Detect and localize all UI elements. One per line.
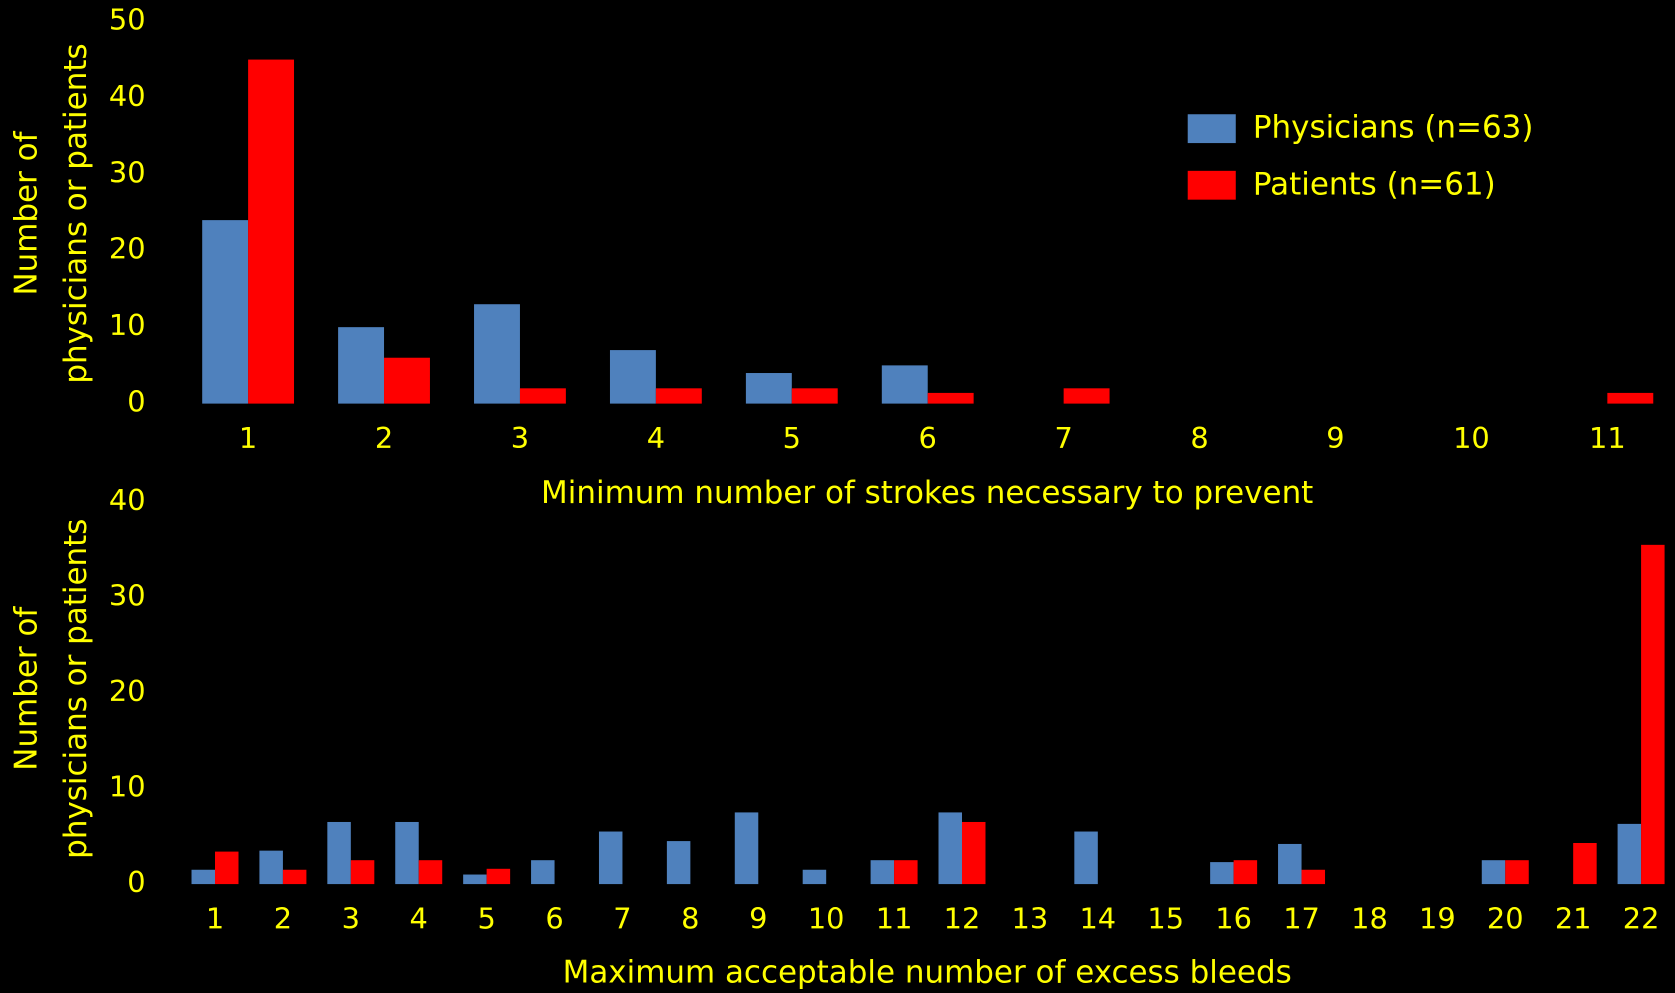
x-tick-label: 10 (1453, 421, 1490, 455)
bar (870, 860, 895, 885)
y-tick-label: 20 (109, 674, 146, 708)
bar (418, 860, 443, 885)
bar (259, 850, 283, 885)
y-tick-label: 50 (109, 2, 146, 36)
legend-swatch (1187, 170, 1236, 200)
legend-label: Physicians (n=63) (1253, 110, 1534, 146)
x-tick-label: 16 (1215, 901, 1252, 935)
x-tick-label: 3 (342, 901, 360, 935)
x-tick-label: 11 (876, 901, 913, 935)
x-tick-label: 5 (783, 421, 801, 455)
x-tick-label: 9 (749, 901, 767, 935)
bar (1641, 544, 1665, 885)
x-tick-label: 17 (1283, 901, 1320, 935)
x-tick-label: 2 (274, 901, 292, 935)
y-tick-label: 30 (109, 155, 146, 189)
y-tick-label: 10 (109, 770, 146, 804)
y-tick-label: 0 (127, 865, 145, 899)
x-tick-label: 8 (1190, 421, 1208, 455)
bar (350, 860, 375, 885)
bar (655, 388, 702, 404)
bar (881, 365, 928, 404)
x-tick-label: 9 (1326, 421, 1344, 455)
y-tick-label: 40 (109, 483, 146, 517)
bar (791, 388, 838, 404)
x-tick-label: 7 (613, 901, 631, 935)
y-axis-title: Number of (9, 606, 45, 771)
x-tick-label: 1 (239, 421, 257, 455)
x-tick-label: 13 (1012, 901, 1049, 935)
bar (927, 392, 974, 404)
bar (202, 220, 249, 404)
bar (745, 373, 792, 404)
x-tick-label: 20 (1487, 901, 1524, 935)
x-tick-label: 6 (545, 901, 563, 935)
bar (191, 869, 216, 885)
bar (1607, 392, 1654, 404)
bar (1505, 860, 1529, 885)
bar (1481, 860, 1506, 885)
bar (1278, 843, 1302, 885)
x-tick-label: 10 (808, 901, 845, 935)
x-tick-label: 6 (919, 421, 937, 455)
x-tick-label: 11 (1589, 421, 1626, 455)
bar (938, 812, 962, 885)
bar (486, 868, 511, 885)
legend-label: Patients (n=61) (1253, 166, 1496, 202)
bar (734, 812, 759, 885)
x-tick-label: 4 (647, 421, 665, 455)
bar (384, 357, 430, 404)
x-tick-label: 15 (1147, 901, 1184, 935)
x-tick-label: 12 (944, 901, 981, 935)
x-axis-title: Maximum acceptable number of excess blee… (563, 954, 1292, 990)
x-tick-label: 21 (1555, 901, 1592, 935)
x-tick-label: 5 (477, 901, 495, 935)
bar (338, 327, 385, 404)
x-tick-label: 14 (1079, 901, 1116, 935)
bar (1573, 842, 1597, 885)
y-tick-label: 40 (109, 79, 146, 113)
x-tick-label: 4 (410, 901, 428, 935)
bar (1301, 869, 1326, 885)
bar (1233, 860, 1258, 885)
x-tick-label: 8 (681, 901, 699, 935)
x-tick-label: 2 (375, 421, 393, 455)
bar (282, 869, 307, 885)
x-tick-label: 3 (511, 421, 529, 455)
y-axis-title: physicians or patients (58, 519, 94, 859)
bar (609, 350, 656, 404)
y-tick-label: 30 (109, 578, 146, 612)
bar (531, 860, 555, 885)
bar (802, 869, 827, 885)
bar (1074, 831, 1098, 885)
bar (248, 59, 295, 404)
legend-swatch (1187, 114, 1236, 144)
bar (1063, 388, 1110, 404)
bar (1210, 862, 1234, 885)
y-tick-label: 20 (109, 232, 146, 266)
y-axis-title: Number of (9, 130, 45, 295)
x-tick-label: 22 (1623, 901, 1660, 935)
bar (598, 831, 623, 885)
bar (395, 821, 419, 885)
x-tick-label: 19 (1419, 901, 1456, 935)
bar (894, 860, 918, 885)
bar (215, 851, 239, 885)
x-tick-label: 18 (1351, 901, 1388, 935)
bar (519, 388, 566, 404)
bar (463, 874, 487, 885)
bar (961, 821, 986, 885)
y-tick-label: 0 (127, 385, 145, 419)
y-tick-label: 10 (109, 308, 146, 342)
bar (1617, 823, 1642, 885)
bar (666, 841, 691, 885)
bar (474, 304, 520, 404)
x-tick-label: 1 (206, 901, 224, 935)
x-axis-title: Minimum number of strokes necessary to p… (541, 475, 1313, 511)
y-axis-title: physicians or patients (58, 43, 94, 383)
x-tick-label: 7 (1054, 421, 1072, 455)
bar (327, 821, 351, 885)
